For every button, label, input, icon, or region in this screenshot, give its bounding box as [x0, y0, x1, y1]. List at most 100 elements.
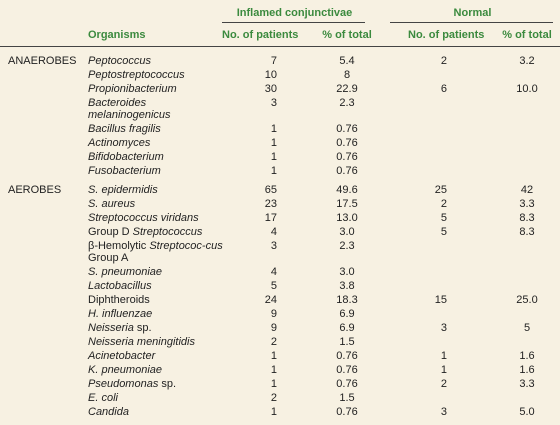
inflamed-percent: 0.76: [336, 406, 358, 418]
inflamed-percent: 17.5: [336, 198, 358, 210]
inflamed-percent: 0.76: [336, 378, 358, 390]
table-row: Neisseria meningitidis 2 1.5: [0, 335, 560, 349]
normal-percent: 10.0: [516, 83, 538, 95]
normal-patients: 25: [434, 184, 447, 196]
organism: S. aureus: [88, 198, 224, 210]
inflamed-patients: 1: [270, 151, 277, 163]
inflamed-percent: 18.3: [336, 294, 358, 306]
normal-patients: 5: [440, 212, 447, 224]
normal-patients: 2: [440, 198, 447, 210]
table-row: β-Hemolytic Streptococ-cus Group A 3 2.3: [0, 239, 560, 265]
organism: Lactobacillus: [88, 280, 224, 292]
organism-part: H. influenzae: [88, 308, 153, 320]
organism-part: Peptococcus: [88, 55, 151, 67]
normal-percent: 1.6: [519, 350, 535, 362]
table-row: Neisseria sp. 9 6.9 3 5: [0, 321, 560, 335]
inflamed-patients: 2: [270, 392, 277, 404]
group-header: Normal: [453, 7, 492, 19]
organism-part: S. aureus: [88, 198, 136, 210]
table-row: Streptococcus viridans 17 13.0 5 8.3: [0, 211, 560, 225]
inflamed-percent: 0.76: [336, 350, 358, 362]
organism-part: Fusobacterium: [88, 165, 161, 177]
table-row: Lactobacillus 5 3.8: [0, 279, 560, 293]
inflamed-patients: 4: [270, 226, 277, 238]
normal-percent: 8.3: [519, 212, 535, 224]
inflamed-patients: 30: [264, 83, 277, 95]
inflamed-percent: 6.9: [339, 308, 355, 320]
normal-percent: 8.3: [519, 226, 535, 238]
column-header: % of total: [322, 29, 372, 41]
inflamed-percent: 0.76: [336, 123, 358, 135]
normal-percent: 3.3: [519, 198, 535, 210]
inflamed-patients: 1: [270, 123, 277, 135]
inflamed-percent: 49.6: [336, 184, 358, 196]
organism-part: sp.: [158, 378, 177, 390]
group-label: ANAEROBES: [8, 55, 77, 67]
inflamed-patients: 10: [264, 69, 277, 81]
header-rule: [0, 46, 560, 47]
organism-part: Neisseria: [88, 322, 134, 334]
organism: Pseudomonas sp.: [88, 378, 224, 390]
normal-percent: 3.2: [519, 55, 535, 67]
inflamed-percent: 0.76: [336, 165, 358, 177]
group-header: Inflamed conjunctivae: [236, 7, 353, 19]
organism-part: Peptostreptococcus: [88, 69, 185, 81]
organism-part: Group D: [88, 226, 133, 238]
table-row: Peptostreptococcus 10 8: [0, 68, 560, 82]
organism-part: Diphtheroids: [88, 294, 150, 306]
organism: S. epidermidis: [88, 184, 224, 196]
organism: Streptococcus viridans: [88, 212, 224, 224]
organism-part: Streptococcus: [132, 226, 203, 238]
column-header: No. of patients: [408, 29, 485, 41]
inflamed-percent: 5.4: [339, 55, 355, 67]
normal-patients: 15: [434, 294, 447, 306]
organism-part: Bacillus fragilis: [88, 123, 161, 135]
inflamed-patients: 65: [264, 184, 277, 196]
table-row: ANAEROBES Peptococcus 7 5.4 2 3.2: [0, 54, 560, 68]
normal-percent: 5: [523, 322, 531, 334]
inflamed-patients: 3: [270, 97, 277, 109]
inflamed-patients: 1: [270, 406, 277, 418]
organism-part: Streptococcus viridans: [88, 212, 199, 224]
table-body: ANAEROBES Peptococcus 7 5.4 2 3.2 Peptostrepto…: [0, 54, 560, 419]
organism: Bacteroides melaninogenicus: [88, 97, 224, 121]
organism-part: E. coli: [88, 392, 118, 404]
inflamed-patients: 1: [270, 378, 277, 390]
normal-patients: 2: [440, 378, 447, 390]
organism: Peptostreptococcus: [88, 69, 224, 81]
table-row: H. influenzae 9 6.9: [0, 307, 560, 321]
organism: Bacillus fragilis: [88, 123, 224, 135]
normal-patients: 3: [440, 322, 447, 334]
normal-patients: 3: [440, 406, 447, 418]
table-row: Candida 1 0.76 3 5.0: [0, 405, 560, 419]
table-row: Acinetobacter 1 0.76 1 1.6: [0, 349, 560, 363]
organism-part: Pseudomonas: [88, 378, 159, 390]
normal-percent: 25.0: [516, 294, 538, 306]
organism: Fusobacterium: [88, 165, 224, 177]
organism: K. pneumoniae: [88, 364, 224, 376]
group-underline: [222, 22, 365, 23]
organism-part: Lactobacillus: [88, 280, 152, 292]
inflamed-patients: 1: [270, 137, 277, 149]
normal-patients: 5: [440, 226, 447, 238]
organism-part: β-Hemolytic: [88, 240, 150, 252]
table-row: Actinomyces 1 0.76: [0, 136, 560, 150]
organism-part: Propionibacterium: [88, 83, 177, 95]
organism: Propionibacterium: [88, 83, 224, 95]
organism-part: Group A: [88, 252, 129, 264]
inflamed-percent: 3.0: [339, 226, 355, 238]
table-row: S. pneumoniae 4 3.0: [0, 265, 560, 279]
organism: Bifidobacterium: [88, 151, 224, 163]
organism: Actinomyces: [88, 137, 224, 149]
table-row: Propionibacterium 30 22.9 6 10.0: [0, 82, 560, 96]
organism-part: Bacteroides melaninogenicus: [88, 97, 171, 121]
organism-part: sp.: [133, 322, 152, 334]
inflamed-percent: 0.76: [336, 364, 358, 376]
organism-part: K. pneumoniae: [88, 364, 162, 376]
normal-percent: 5.0: [519, 406, 535, 418]
table-row: Bacteroides melaninogenicus 3 2.3: [0, 96, 560, 122]
organism-part: S. pneumoniae: [88, 266, 162, 278]
normal-patients: 1: [440, 350, 447, 362]
table-row: S. aureus 23 17.5 2 3.3: [0, 197, 560, 211]
